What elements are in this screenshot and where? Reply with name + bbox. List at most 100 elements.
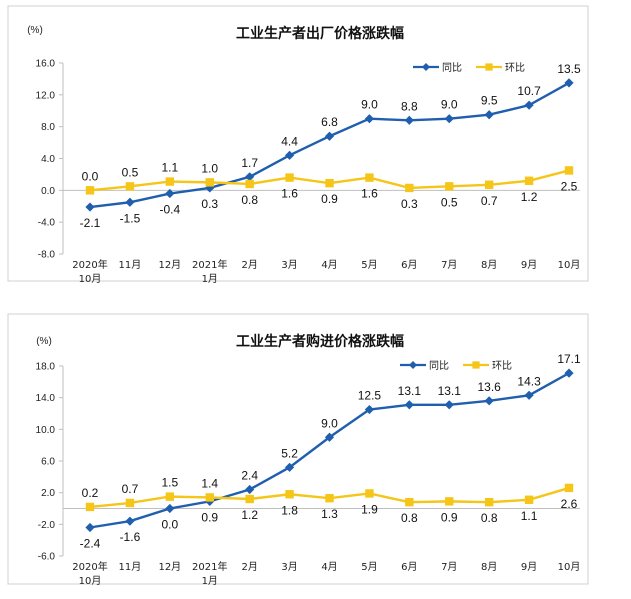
legend-label: 同比: [429, 360, 449, 372]
data-label: 0.7: [122, 482, 139, 496]
data-label: 2.5: [561, 179, 578, 193]
data-point: [165, 177, 175, 186]
data-label: 8.8: [401, 99, 418, 113]
y-unit-label: (%): [36, 336, 52, 347]
data-point: [364, 114, 375, 124]
data-label: 1.4: [201, 476, 218, 490]
legend: 同比 环比: [413, 62, 525, 74]
data-point: [524, 100, 534, 110]
data-label: 4.4: [281, 134, 298, 148]
legend-marker: [422, 63, 430, 71]
data-label: 1.6: [361, 187, 378, 201]
data-point: [125, 197, 135, 207]
x-tick-label: 7月: [441, 561, 457, 573]
x-tick-label: 11月: [119, 259, 142, 271]
x-tick-label: 1月: [202, 575, 218, 587]
data-label: 0.3: [401, 197, 418, 211]
data-label: 1.6: [281, 187, 298, 201]
data-point: [284, 150, 295, 160]
y-tick-label: 8.0: [41, 122, 55, 133]
y-unit-label: (%): [27, 25, 43, 36]
x-tick-label: 6月: [401, 561, 417, 573]
x-tick-label: 12月: [158, 259, 181, 271]
data-point: [364, 404, 375, 415]
data-point: [125, 516, 135, 526]
data-point: [285, 490, 294, 499]
y-tick-label: 4.0: [41, 154, 55, 165]
data-point: [205, 178, 214, 187]
data-label: 1.0: [201, 161, 218, 175]
legend-marker: [472, 361, 480, 369]
y-tick-label: -2.0: [38, 520, 56, 531]
data-label: 0.8: [401, 511, 418, 525]
x-tick-label: 9月: [521, 259, 537, 271]
data-label: -1.5: [120, 211, 141, 225]
data-point: [324, 131, 335, 141]
data-label: 13.1: [398, 384, 422, 398]
chart-title: 工业生产者购进价格涨跌幅: [236, 333, 404, 350]
y-tick-label: 14.0: [36, 393, 56, 404]
data-label: 9.0: [321, 416, 338, 430]
data-label: 0.7: [481, 194, 498, 208]
data-label: 1.1: [161, 161, 178, 175]
data-point: [284, 462, 295, 472]
data-point: [165, 188, 175, 199]
data-point: [324, 432, 335, 442]
data-point: [85, 522, 95, 533]
x-tick-label: 7月: [441, 259, 457, 271]
x-tick-label: 5月: [361, 561, 377, 573]
data-label: 1.2: [521, 190, 538, 204]
y-tick-label: 6.0: [41, 457, 55, 468]
data-point: [245, 179, 254, 189]
x-tick-label: 2020年: [72, 258, 107, 271]
legend-marker: [485, 63, 493, 71]
data-label: 13.1: [438, 384, 462, 398]
series-mom: 0.0 0.5 1.1 1.0 0.8 1.6 0.9 1.6 0.3 0.5 0.7 1.2 2.5: [82, 161, 578, 211]
data-label: 17.1: [557, 352, 581, 366]
x-tick-label: 8月: [481, 561, 497, 573]
data-point: [85, 502, 95, 512]
x-tick-label: 12月: [158, 561, 181, 573]
data-label: 9.0: [361, 98, 378, 112]
data-point: [245, 494, 254, 504]
y-tick-label: 10.0: [36, 425, 56, 436]
data-label: 12.5: [358, 389, 382, 403]
x-tick-label: 2021年: [192, 258, 227, 271]
y-tick-label: -8.0: [38, 250, 56, 261]
data-point: [524, 495, 534, 504]
x-tick-label: 4月: [321, 561, 337, 573]
data-label: 0.5: [441, 195, 458, 209]
data-label: 14.3: [517, 374, 541, 388]
x-tick-label: 11月: [119, 561, 142, 573]
data-label: 0.9: [321, 192, 338, 206]
data-point: [445, 497, 454, 506]
chart-title: 工业生产者出厂价格涨跌幅: [236, 25, 404, 42]
data-point: [165, 492, 175, 501]
data-label: -2.1: [80, 216, 101, 230]
data-point: [125, 182, 135, 191]
legend: 同比 环比: [400, 360, 512, 372]
y-tick-label: 18.0: [36, 362, 56, 373]
x-tick-label: 3月: [281, 561, 297, 573]
chart-frame: [7, 5, 589, 282]
data-label: 1.3: [321, 507, 338, 521]
data-label: 5.2: [281, 446, 298, 460]
legend-label: 环比: [505, 62, 525, 74]
data-point: [564, 78, 574, 88]
series-mom: 0.2 0.7 1.5 1.4 1.2 1.8 1.3 1.9 0.8 0.9 0.8 1.1 2.6: [82, 476, 578, 526]
data-point: [245, 484, 255, 495]
data-point: [325, 178, 334, 188]
chart-frame: [7, 313, 589, 585]
data-point: [245, 172, 255, 182]
legend-label: 环比: [492, 360, 512, 372]
data-point: [444, 114, 454, 124]
data-label: 0.8: [241, 193, 258, 207]
data-label: 0.3: [201, 197, 218, 211]
data-point: [564, 166, 574, 175]
data-point: [444, 400, 454, 410]
legend-marker: [409, 361, 417, 369]
data-label: 10.7: [517, 84, 541, 98]
data-label: 1.8: [281, 503, 298, 517]
data-label: 13.6: [477, 380, 501, 394]
